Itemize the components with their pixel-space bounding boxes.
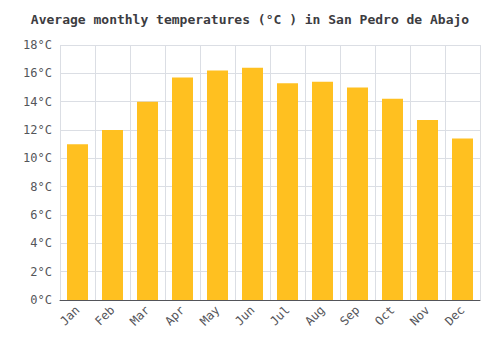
svg-text:8°C: 8°C [30, 180, 52, 194]
svg-text:Dec: Dec [442, 303, 467, 328]
svg-text:6°C: 6°C [30, 208, 52, 222]
svg-text:Feb: Feb [92, 303, 117, 328]
svg-text:16°C: 16°C [23, 66, 52, 80]
svg-text:2°C: 2°C [30, 265, 52, 279]
svg-text:Sep: Sep [337, 303, 362, 328]
svg-text:May: May [197, 303, 222, 328]
svg-text:Jan: Jan [57, 303, 82, 328]
svg-text:14°C: 14°C [23, 95, 52, 109]
svg-text:Aug: Aug [302, 303, 327, 328]
svg-text:Nov: Nov [407, 303, 432, 328]
svg-text:Jun: Jun [232, 303, 257, 328]
svg-text:10°C: 10°C [23, 151, 52, 165]
svg-text:Jul: Jul [267, 303, 292, 328]
svg-text:4°C: 4°C [30, 236, 52, 250]
svg-text:0°C: 0°C [30, 293, 52, 307]
svg-text:12°C: 12°C [23, 123, 52, 137]
svg-text:Mar: Mar [127, 303, 152, 328]
svg-text:Apr: Apr [162, 303, 187, 328]
svg-text:Oct: Oct [372, 303, 397, 328]
svg-text:18°C: 18°C [23, 38, 52, 52]
svg-text:Average monthly temperatures (: Average monthly temperatures (°C ) in Sa… [31, 12, 469, 27]
